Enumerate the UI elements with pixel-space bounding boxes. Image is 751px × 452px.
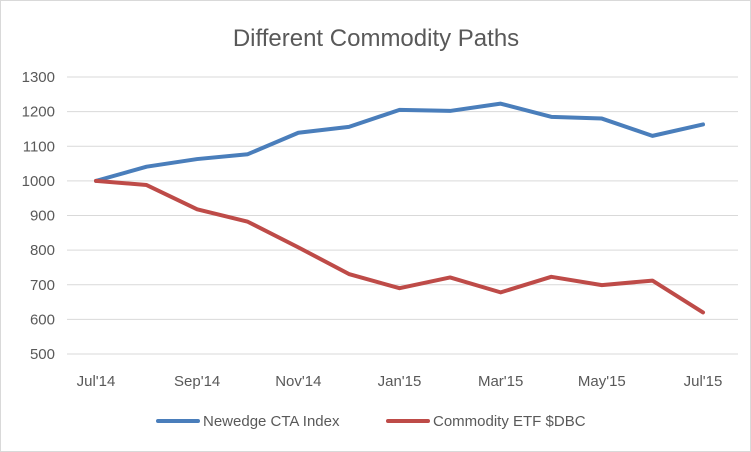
x-tick-label: Sep'14 [174, 373, 220, 390]
y-tick-label: 800 [30, 242, 55, 259]
x-tick-label: Jul'15 [684, 373, 723, 390]
y-tick-label: 1300 [22, 69, 55, 86]
y-tick-label: 900 [30, 208, 55, 225]
y-tick-label: 500 [30, 346, 55, 363]
x-tick-label: Mar'15 [478, 373, 523, 390]
x-tick-label: Jul'14 [77, 373, 116, 390]
x-tick-label: May'15 [578, 373, 626, 390]
y-tick-label: 700 [30, 277, 55, 294]
series-line-1 [94, 178, 705, 315]
legend-label-1: Commodity ETF $DBC [433, 413, 586, 430]
legend-label-0: Newedge CTA Index [203, 413, 340, 430]
x-tick-label: Jan'15 [378, 373, 422, 390]
x-tick-label: Nov'14 [275, 373, 321, 390]
y-tick-label: 1200 [22, 104, 55, 121]
y-tick-label: 1100 [23, 138, 55, 155]
series-line-0 [94, 101, 705, 183]
y-tick-label: 600 [30, 311, 55, 328]
y-tick-label: 1000 [22, 173, 55, 190]
chart-title: Different Commodity Paths [233, 25, 519, 52]
